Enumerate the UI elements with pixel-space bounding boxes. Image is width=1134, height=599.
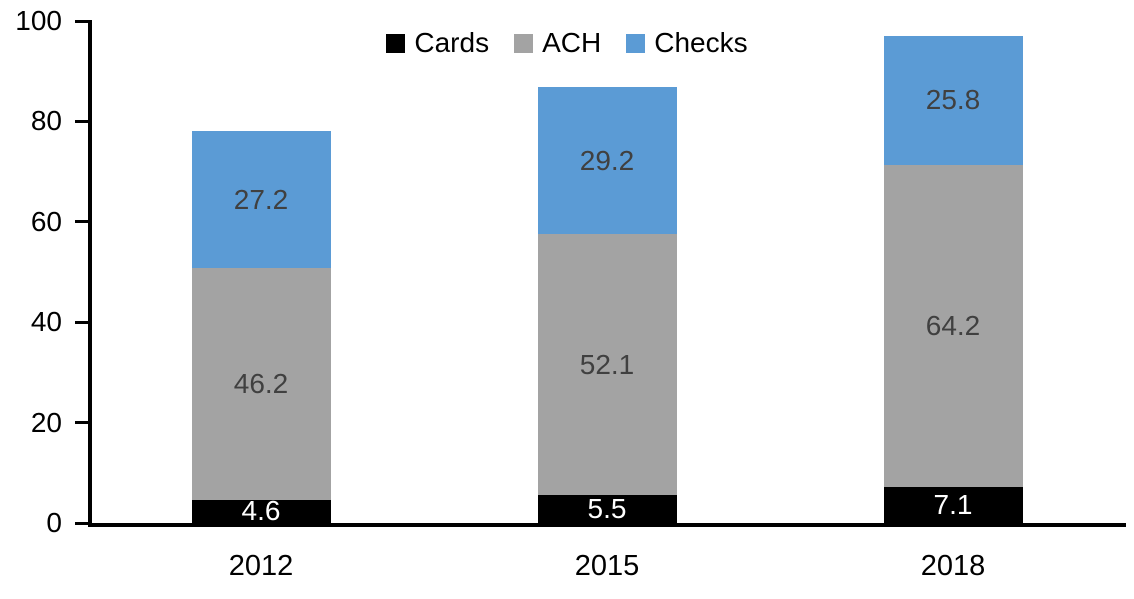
bar-segment-cards-2018: 7.1 xyxy=(883,487,1023,523)
y-axis-tick xyxy=(75,119,88,123)
bar-segment-ach-2012: 46.2 xyxy=(191,267,331,500)
y-axis-tick xyxy=(75,320,88,324)
y-axis-line xyxy=(88,20,92,526)
data-label: 52.1 xyxy=(579,348,635,380)
data-label: 4.6 xyxy=(241,495,281,527)
legend-label: Cards xyxy=(414,27,490,58)
bar-segment-checks-2012: 27.2 xyxy=(191,131,331,268)
legend-label: Checks xyxy=(654,27,748,58)
bar-segment-checks-2018: 25.8 xyxy=(883,35,1023,166)
legend-item-cards: Cards xyxy=(386,27,489,59)
data-label: 5.5 xyxy=(587,493,627,525)
data-label: 46.2 xyxy=(233,367,289,399)
y-axis-tick-label: 40 xyxy=(30,306,62,338)
bar-segment-checks-2015: 29.2 xyxy=(537,87,677,234)
y-axis-tick xyxy=(75,19,88,23)
bar-segment-cards-2012: 4.6 xyxy=(191,496,331,526)
x-axis-category-label: 2018 xyxy=(920,550,986,582)
chart-legend: Cards ACH Checks xyxy=(0,27,1134,59)
bar-segment-ach-2018: 64.2 xyxy=(883,165,1023,488)
y-axis-tick xyxy=(75,421,88,425)
legend-item-ach: ACH xyxy=(514,27,601,59)
data-label: 29.2 xyxy=(579,144,635,176)
x-axis-line xyxy=(88,523,1126,527)
data-label: 7.1 xyxy=(933,489,973,521)
legend-label: ACH xyxy=(542,27,602,58)
legend-item-checks: Checks xyxy=(626,27,748,59)
bar-segment-cards-2015: 5.5 xyxy=(537,493,677,525)
x-axis-category-label: 2015 xyxy=(574,550,640,582)
x-axis-category-label: 2012 xyxy=(228,550,294,582)
y-axis-tick-label: 60 xyxy=(30,205,62,237)
data-label: 27.2 xyxy=(233,183,289,215)
legend-swatch-icon xyxy=(626,33,646,53)
legend-swatch-icon xyxy=(386,33,406,53)
bar-segment-ach-2015: 52.1 xyxy=(537,233,677,496)
data-label: 25.8 xyxy=(925,84,981,116)
y-axis-tick-label: 100 xyxy=(15,5,62,36)
y-axis-tick-label: 0 xyxy=(46,507,62,538)
y-axis-tick-label: 20 xyxy=(30,406,62,438)
y-axis-tick xyxy=(75,521,88,525)
y-axis-tick xyxy=(75,220,88,224)
legend-swatch-icon xyxy=(514,33,534,53)
y-axis-tick-label: 80 xyxy=(30,105,62,137)
data-label: 64.2 xyxy=(925,310,981,342)
